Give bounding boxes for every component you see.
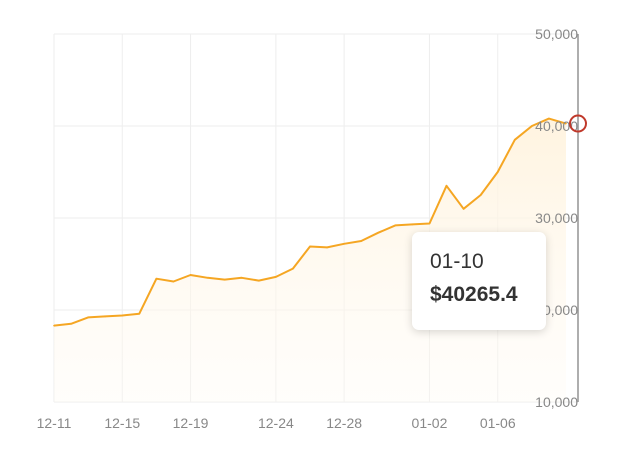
y-tick-label: 50,000 (535, 26, 578, 42)
x-tick-label: 12-19 (173, 415, 209, 431)
x-axis: 12-11 12-15 12-19 12-24 12-28 01-02 01-06 (37, 415, 516, 431)
data-point (258, 279, 260, 282)
data-point (326, 246, 328, 249)
data-point (275, 276, 277, 278)
data-point (496, 171, 499, 173)
data-point (531, 125, 533, 127)
data-point (223, 278, 226, 281)
data-point (172, 280, 175, 283)
data-point (87, 316, 89, 319)
data-point (292, 267, 294, 270)
data-point (104, 315, 106, 318)
data-point (240, 277, 243, 279)
data-point (53, 324, 55, 327)
y-tick-label: 40,000 (535, 118, 578, 134)
hover-marker[interactable] (569, 114, 587, 133)
y-tick-label: 30,000 (535, 210, 578, 226)
data-point (462, 208, 465, 210)
x-tick-label: 12-28 (326, 415, 362, 431)
data-point (394, 224, 397, 227)
data-point (155, 277, 158, 280)
data-point (343, 242, 345, 245)
x-tick-label: 01-02 (412, 415, 448, 431)
data-point (189, 274, 192, 276)
x-tick-label: 01-06 (480, 415, 516, 431)
data-point (309, 245, 311, 248)
data-point (70, 323, 72, 325)
tooltip: 01-10 $40265.4 (412, 232, 546, 330)
data-point (206, 277, 209, 279)
x-tick-label: 12-24 (258, 415, 294, 431)
data-point (411, 223, 414, 226)
data-point (479, 194, 482, 196)
data-point (514, 139, 516, 141)
data-point (548, 117, 550, 120)
data-point (565, 122, 567, 125)
data-point (121, 314, 124, 317)
data-point (445, 185, 448, 187)
data-point (138, 312, 141, 315)
y-tick-label: 10,000 (535, 394, 578, 410)
data-point (428, 222, 431, 225)
tooltip-value: $40265.4 (430, 283, 518, 306)
data-point (377, 231, 380, 234)
x-tick-label: 12-15 (104, 415, 140, 431)
data-points (53, 117, 567, 327)
data-point (360, 240, 363, 242)
tooltip-date: 01-10 (430, 250, 484, 273)
price-area-fill (54, 118, 566, 402)
x-tick-label: 12-11 (37, 415, 72, 431)
